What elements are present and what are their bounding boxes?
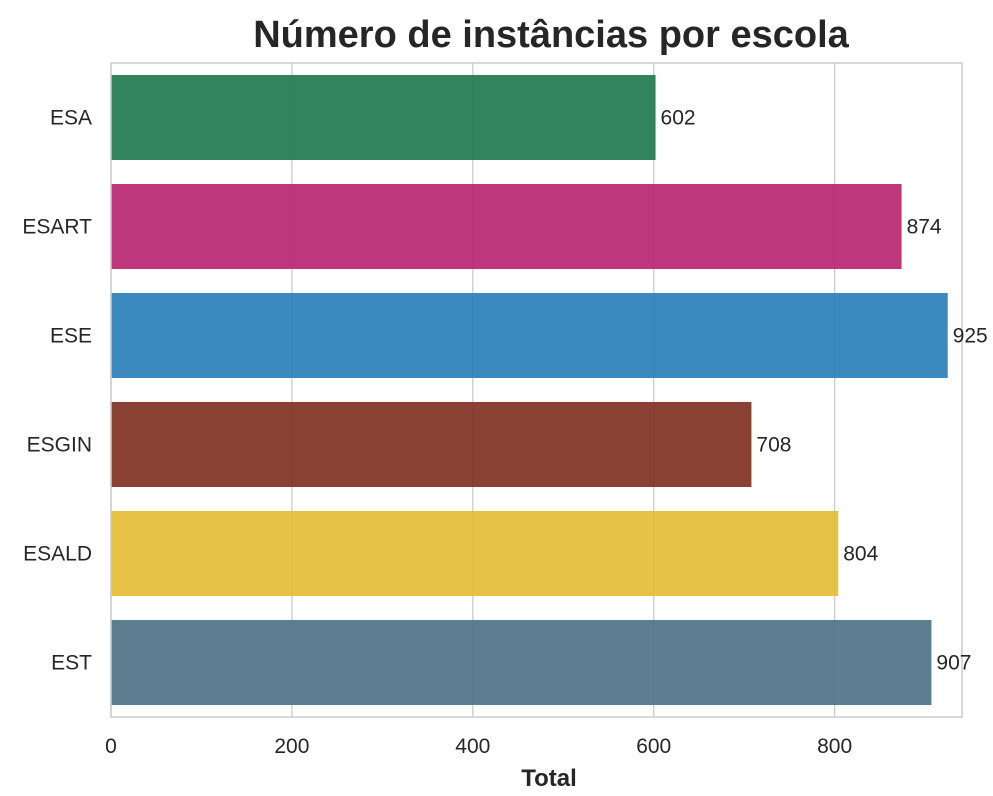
x-tick-label: 400 [455,735,490,758]
bar-est [111,619,932,706]
bar-value-label: 925 [953,325,988,348]
bar-esald [111,510,839,597]
plot-frame [110,62,963,718]
y-category-label: EST [51,652,92,675]
bar-value-label: 804 [843,543,878,566]
y-category-label: ESART [22,216,92,239]
y-category-label: ESA [50,107,92,130]
x-tick-label: 200 [274,735,309,758]
bar-value-label: 874 [907,216,942,239]
y-category-label: ESGIN [27,434,92,457]
bar-value-label: 602 [661,107,696,130]
label-layer: 0 200 400 600 800 ESA 602 ESART 874 ESE 925 ESGIN 70… [22,107,987,759]
bar-value-label: 907 [936,652,971,675]
y-category-label: ESE [50,325,92,348]
x-axis-label: Total [521,765,577,791]
x-tick-label: 800 [817,735,852,758]
bar-layer [111,74,948,706]
bar-ese [111,292,948,379]
bar-esart [111,183,902,270]
chart-title: Número de instâncias por escola [253,14,849,56]
grid-layer [110,63,836,717]
y-category-label: ESALD [23,543,92,566]
bar-value-label: 708 [756,434,791,457]
x-tick-label: 600 [636,735,671,758]
bar-esa [111,74,656,161]
x-tick-label: 0 [105,735,117,758]
bar-esgin [111,401,752,488]
